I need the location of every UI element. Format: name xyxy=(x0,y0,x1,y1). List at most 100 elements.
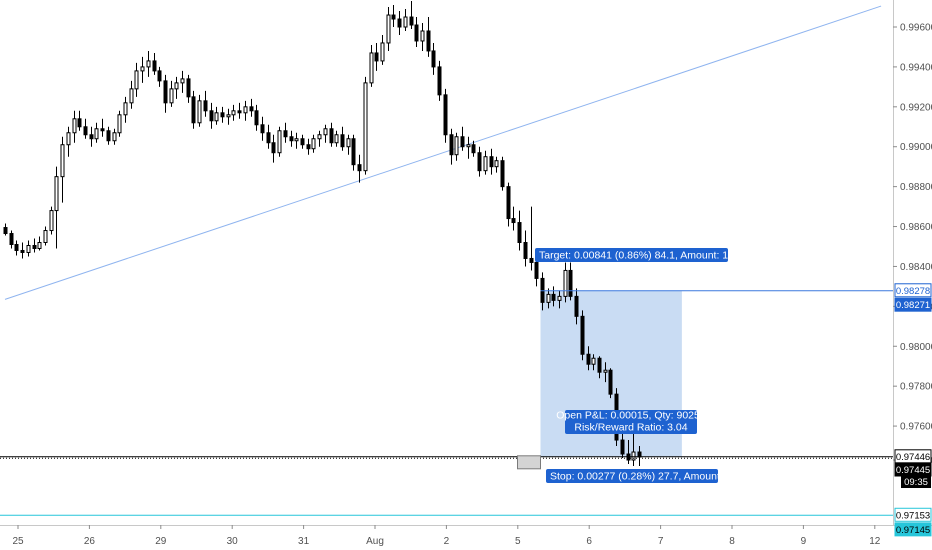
price-tag[interactable]: 0.97145 xyxy=(894,522,932,537)
candle-body xyxy=(557,295,562,301)
stop-label[interactable]: Stop: 0.00277 (0.28%) 27.7, Amount: 750 xyxy=(546,469,743,483)
candle-body xyxy=(49,210,54,232)
candle xyxy=(134,62,139,97)
candle-body xyxy=(471,144,476,154)
price-tag[interactable]: 0.97153 xyxy=(894,507,932,522)
candle xyxy=(83,118,88,139)
candle-body xyxy=(266,132,271,144)
candle-body xyxy=(157,70,162,82)
price-tag-box xyxy=(894,522,932,537)
price-tag-box xyxy=(894,297,932,312)
candle xyxy=(283,122,288,143)
candle xyxy=(289,130,294,147)
candle-body xyxy=(523,242,528,259)
candle xyxy=(214,106,219,125)
price-tag[interactable]: 0.97446 xyxy=(894,449,932,464)
candle xyxy=(397,11,402,35)
candle-body xyxy=(620,439,625,455)
candle-body xyxy=(351,138,356,166)
candle-body xyxy=(477,152,482,172)
candle-body xyxy=(243,106,248,114)
candle xyxy=(563,262,568,303)
stop-label-text: Stop: 0.00277 (0.28%) 27.7, Amount: 750 xyxy=(550,471,743,483)
candle xyxy=(191,90,196,129)
trendline[interactable] xyxy=(4,5,882,300)
entry-handle[interactable] xyxy=(517,455,541,470)
candle-body xyxy=(32,244,37,249)
x-tick-label: 7 xyxy=(658,536,664,547)
candle-body xyxy=(226,114,231,118)
candle xyxy=(380,34,385,65)
candle-body xyxy=(129,88,134,104)
candle xyxy=(620,434,625,459)
candle-body xyxy=(306,144,311,150)
candle xyxy=(209,102,214,129)
price-tag-text: 0.97446 xyxy=(896,452,930,463)
candle-body xyxy=(500,160,505,188)
x-tick-label: 2 xyxy=(444,536,450,547)
candle xyxy=(551,286,556,307)
candle-body xyxy=(140,66,145,72)
candle xyxy=(174,76,179,99)
candle xyxy=(511,206,516,231)
candle-body xyxy=(334,134,339,144)
x-tick-label: 26 xyxy=(84,536,96,547)
candle-body xyxy=(460,136,465,148)
candle-body xyxy=(597,357,602,373)
candle-body xyxy=(409,16,414,26)
price-tag[interactable]: 0.98278 xyxy=(894,283,932,298)
candle xyxy=(351,134,356,171)
candle xyxy=(546,288,551,309)
candle-body xyxy=(72,118,77,134)
candle-body xyxy=(43,230,48,244)
candle-body xyxy=(631,451,636,461)
candle xyxy=(186,74,191,103)
price-tag-box xyxy=(894,507,932,522)
candle-body xyxy=(289,136,294,142)
x-tick-label: 29 xyxy=(155,536,167,547)
candle xyxy=(300,134,305,149)
candle-body xyxy=(260,124,265,134)
candle xyxy=(37,236,42,251)
candle-body xyxy=(37,242,42,249)
candle xyxy=(43,226,48,246)
candle-body xyxy=(340,134,345,148)
candle-body xyxy=(220,112,225,118)
candle-body xyxy=(511,218,516,224)
candle xyxy=(466,136,471,159)
candle xyxy=(363,76,368,175)
candle-body xyxy=(546,293,551,303)
candle-body xyxy=(191,96,196,124)
candle xyxy=(403,9,408,31)
candle xyxy=(608,368,613,399)
candle-body xyxy=(357,164,362,172)
candle xyxy=(306,138,311,155)
candle xyxy=(506,182,511,227)
candle-body xyxy=(374,52,379,62)
candle-body xyxy=(180,78,185,84)
candle xyxy=(112,128,117,145)
candle xyxy=(237,102,242,119)
candle-body xyxy=(209,110,214,122)
candle-body xyxy=(300,138,305,146)
candle xyxy=(631,434,636,466)
price-tag[interactable]: 0.97445 xyxy=(894,462,932,477)
candle-body xyxy=(414,24,419,42)
candle xyxy=(9,230,14,249)
candle-body xyxy=(574,295,579,317)
candle xyxy=(294,132,299,149)
candle xyxy=(243,100,248,121)
candle-body xyxy=(403,16,408,28)
candle xyxy=(414,17,419,47)
candle-body xyxy=(123,102,128,116)
target-label[interactable]: Target: 0.00841 (0.86%) 84.1, Amount: 17… xyxy=(535,248,760,262)
price-tag[interactable]: 0.98271 xyxy=(894,297,932,312)
pnl-label[interactable]: Open P&L: 0.00015, Qty: 90252Risk/Reward… xyxy=(556,410,706,435)
candle-body xyxy=(26,244,31,253)
price-tag-text: 0.98278 xyxy=(896,286,930,297)
candle xyxy=(454,132,459,161)
